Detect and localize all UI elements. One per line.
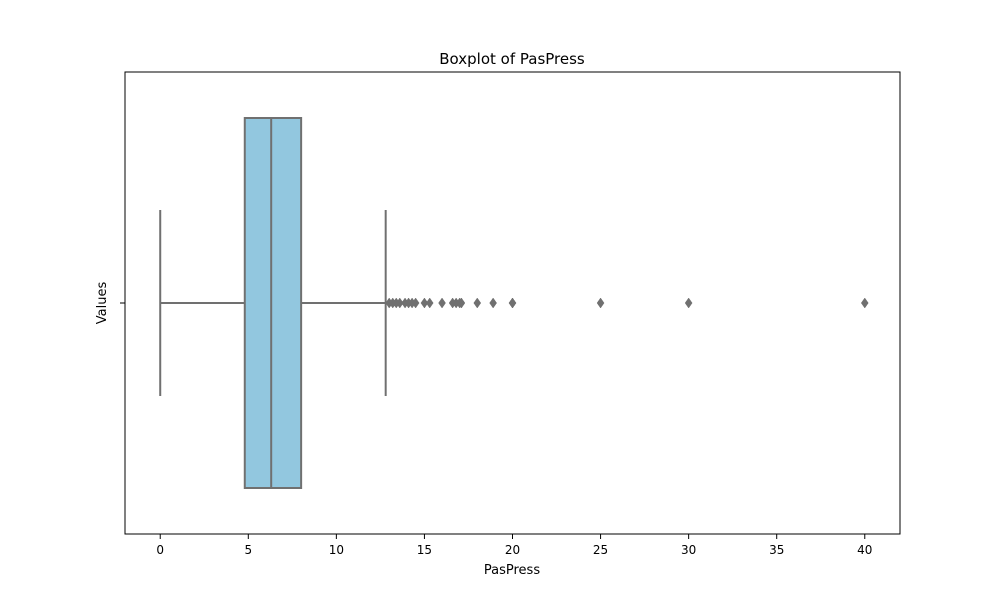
plot-frame: [124, 71, 901, 535]
outlier-point: [860, 297, 869, 309]
x-tick-label: 30: [681, 543, 696, 557]
y-axis-label: Values: [95, 282, 110, 325]
outlier-point: [411, 297, 420, 309]
x-tick-label: 15: [417, 543, 432, 557]
x-axis-ticks: 0 5 10 15 20 25 30 35 40: [156, 534, 872, 557]
x-tick-label: 25: [593, 543, 608, 557]
chart-title: Boxplot of PasPress: [439, 50, 585, 68]
outlier-point: [473, 297, 482, 309]
x-tick-label: 10: [329, 543, 344, 557]
x-tick-label: 40: [857, 543, 872, 557]
outlier-point: [596, 297, 605, 309]
iqr-box: [243, 117, 303, 489]
x-tick-label: 35: [769, 543, 784, 557]
x-tick-label: 5: [244, 543, 252, 557]
x-tick-label: 20: [505, 543, 520, 557]
outlier-point: [457, 297, 466, 309]
plot-marks: [159, 117, 869, 489]
outlier-point: [684, 297, 693, 309]
outlier-point: [395, 297, 404, 309]
outlier-point: [438, 297, 446, 309]
outlier-point: [420, 297, 429, 309]
x-tick-label: 0: [156, 543, 164, 557]
outlier-point: [489, 297, 497, 309]
x-axis-label: PasPress: [484, 563, 540, 578]
outlier-point: [425, 297, 434, 309]
outlier-point: [508, 297, 517, 309]
